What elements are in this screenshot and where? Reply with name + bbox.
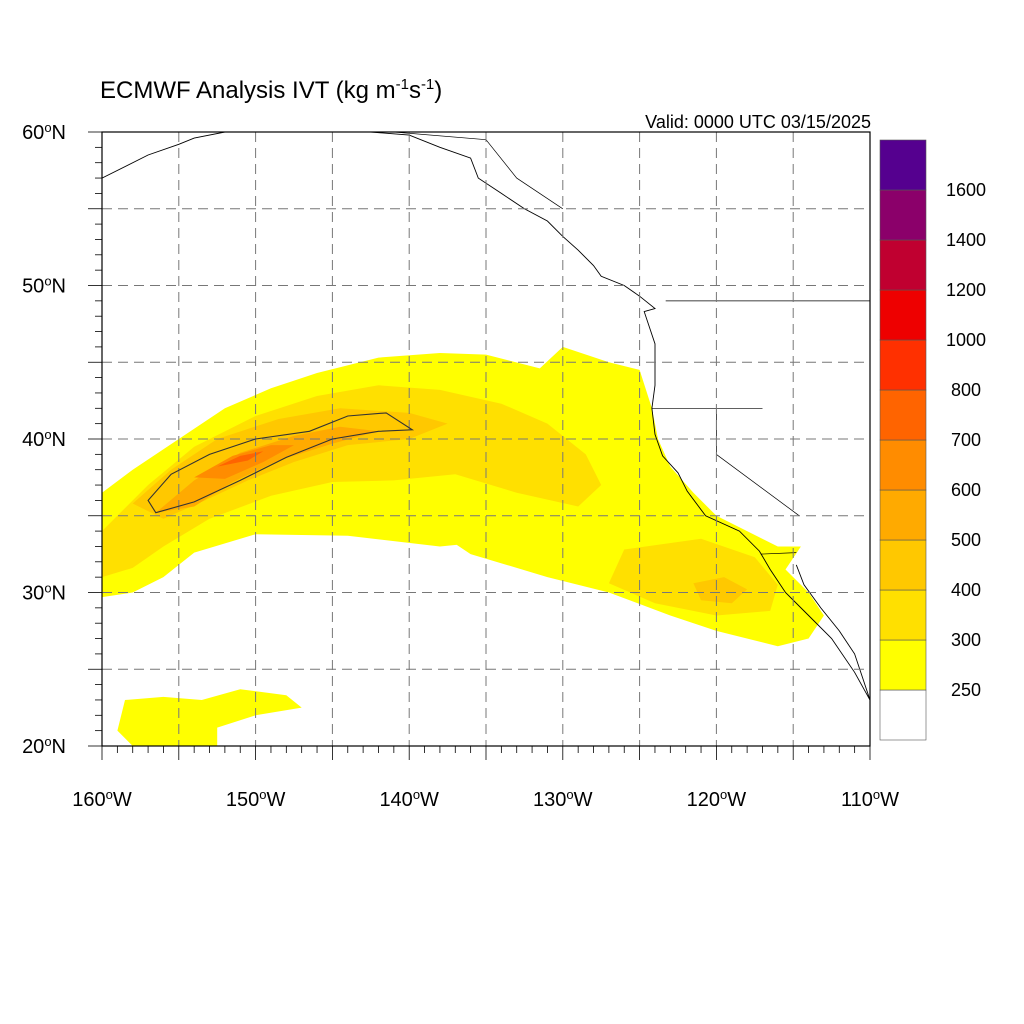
colorbar-box bbox=[879, 239, 927, 291]
ivt-500-contour bbox=[147, 412, 415, 514]
lat-label-20: 20oN bbox=[22, 734, 66, 758]
ivt-region-400 bbox=[693, 577, 748, 604]
ivt-region-700 bbox=[217, 451, 264, 467]
lon-label-140: 140oW bbox=[379, 787, 439, 811]
colorbar-box bbox=[879, 489, 927, 541]
colorbar-label: 1600 bbox=[946, 180, 986, 200]
colorbar-box bbox=[879, 639, 927, 691]
ivt-colorbar: 250 300 400 500 600 700 800 1000 1200 1400 1600 bbox=[879, 139, 986, 741]
longitude-labels: 160oW 150oW 140oW 130oW 120oW 110oW bbox=[72, 787, 899, 811]
colorbar-box bbox=[879, 689, 927, 741]
ivt-region-250 bbox=[117, 689, 302, 746]
ivt-region-600 bbox=[194, 445, 294, 479]
boundary-california-nevada bbox=[716, 408, 800, 517]
colorbar-label: 300 bbox=[951, 630, 981, 650]
contour-500-line bbox=[147, 412, 415, 514]
colorbar-box bbox=[879, 339, 927, 391]
map-title: ECMWF Analysis IVT (kg m-1s-1) bbox=[100, 76, 442, 104]
colorbar-label: 1000 bbox=[946, 330, 986, 350]
colorbar-box bbox=[879, 539, 927, 591]
lon-label-120: 120oW bbox=[687, 787, 747, 811]
coastline-north-america bbox=[370, 132, 870, 701]
lat-label-50: 50oN bbox=[22, 274, 66, 298]
lat-label-40: 40oN bbox=[22, 427, 66, 451]
colorbar-label: 1400 bbox=[946, 230, 986, 250]
colorbar-box bbox=[879, 289, 927, 341]
lat-label-30: 30oN bbox=[22, 581, 66, 605]
gridlines bbox=[102, 132, 870, 746]
colorbar-box bbox=[879, 439, 927, 491]
lon-label-150: 150oW bbox=[226, 787, 286, 811]
valid-time-label: Valid: 0000 UTC 03/15/2025 bbox=[645, 112, 871, 132]
ivt-region-300 bbox=[102, 385, 602, 578]
colorbar-label: 400 bbox=[951, 580, 981, 600]
lon-label-160: 160oW bbox=[72, 787, 132, 811]
colorbar-label: 250 bbox=[951, 680, 981, 700]
colorbar-label: 700 bbox=[951, 430, 981, 450]
colorbar-label: 500 bbox=[951, 530, 981, 550]
colorbar-box bbox=[879, 139, 927, 191]
colorbar-label: 800 bbox=[951, 380, 981, 400]
axis-ticks bbox=[88, 131, 871, 760]
colorbar-box bbox=[879, 189, 927, 241]
coastline-alaska-peninsula bbox=[102, 132, 225, 179]
colorbar-box bbox=[879, 389, 927, 441]
ivt-region-500 bbox=[155, 426, 379, 513]
ivt-shading-layer bbox=[102, 346, 824, 746]
lon-label-130: 130oW bbox=[533, 787, 593, 811]
boundary-us-mexico bbox=[760, 552, 797, 555]
lat-label-60: 60oN bbox=[22, 120, 66, 144]
lon-label-110: 110oW bbox=[841, 787, 899, 811]
colorbar-label: 1200 bbox=[946, 280, 986, 300]
latitude-labels: 60oN 50oN 40oN 30oN 20oN bbox=[22, 120, 66, 758]
boundary-ak-bc bbox=[393, 132, 563, 210]
colorbar-box bbox=[879, 589, 927, 641]
coastline-baja-gulf bbox=[795, 564, 870, 701]
colorbar-label: 600 bbox=[951, 480, 981, 500]
